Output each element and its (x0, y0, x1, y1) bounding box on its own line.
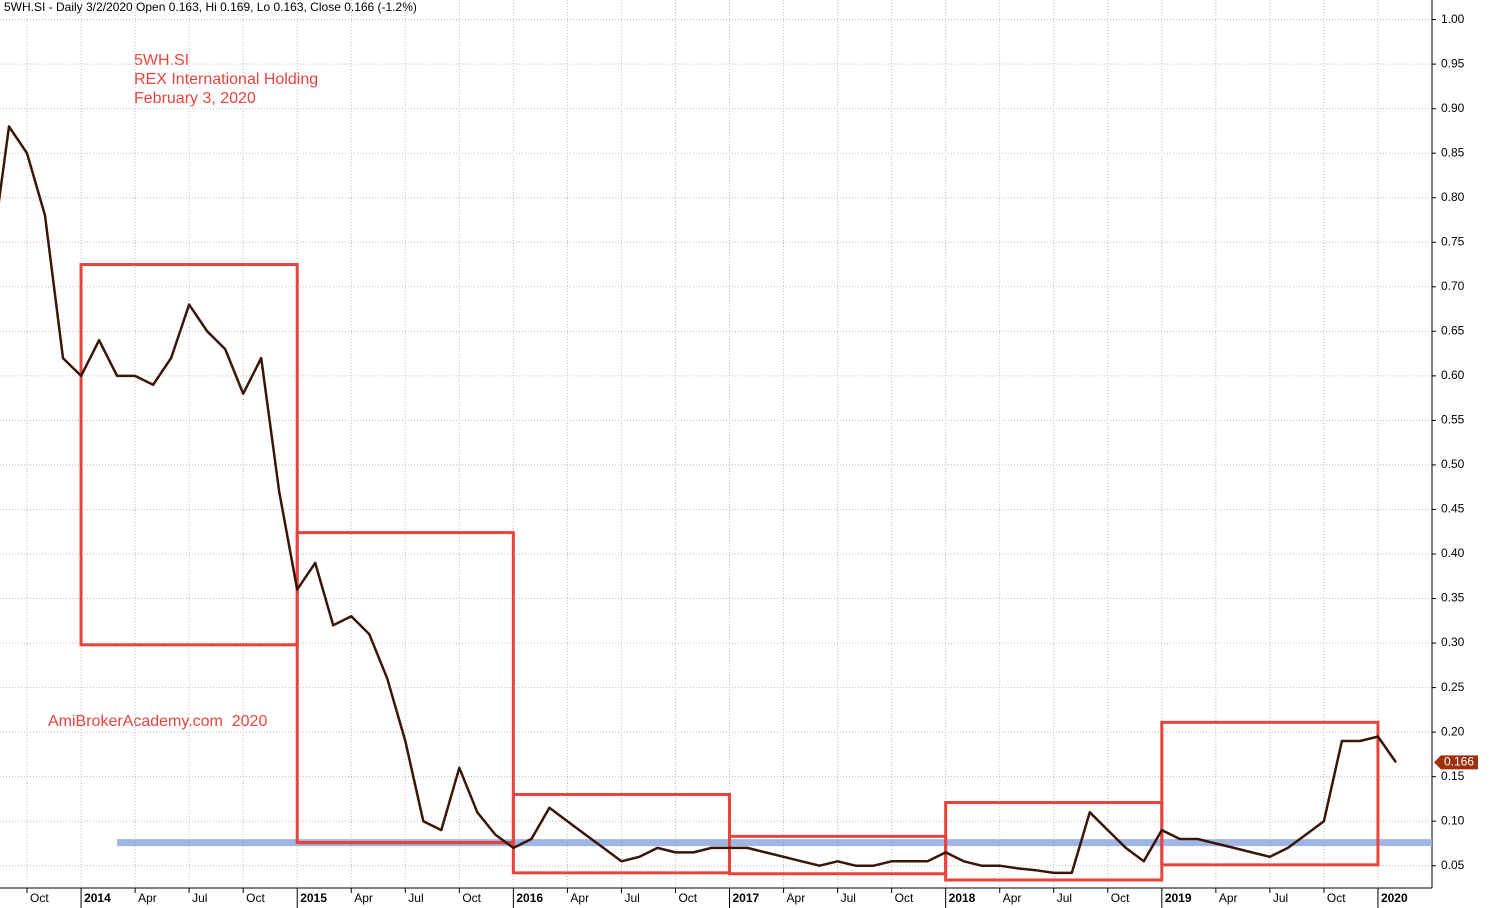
y-tick-label: 0.95 (1441, 56, 1465, 70)
x-tick-label: Jul (408, 891, 423, 905)
y-tick-label: 0.75 (1441, 234, 1465, 248)
x-tick-label: 2020 (1381, 891, 1408, 905)
x-tick-label: 2017 (733, 891, 760, 905)
range-box (295, 531, 515, 845)
last-price-tag (1434, 755, 1478, 770)
range-box (1160, 720, 1380, 867)
x-tick-label: 2015 (300, 891, 327, 905)
x-tick-label: Oct (895, 891, 914, 905)
range-box (511, 792, 732, 875)
y-tick-label: 0.35 (1441, 591, 1465, 605)
x-tick-label: Jul (841, 891, 856, 905)
y-tick-label: 1.00 (1441, 12, 1465, 26)
x-tick-label: Apr (787, 891, 806, 905)
x-tick-label: Jul (1273, 891, 1288, 905)
annotation: 5WH.SI (134, 52, 189, 69)
annotation: REX International Holding (134, 71, 318, 88)
x-tick-label: Apr (570, 891, 589, 905)
y-tick-label: 0.55 (1441, 413, 1465, 427)
x-tick-label: Jul (192, 891, 207, 905)
y-tick-label: 0.50 (1441, 457, 1465, 471)
y-tick-label: 0.30 (1441, 635, 1465, 649)
y-tick-label: 0.40 (1441, 546, 1465, 560)
y-tick-label: 0.85 (1441, 145, 1465, 159)
price-line (0, 125, 1398, 875)
x-tick-label: Oct (462, 891, 481, 905)
y-tick-label: 0.70 (1441, 279, 1465, 293)
y-tick-label: 0.90 (1441, 101, 1465, 115)
x-tick-label: 2016 (516, 891, 543, 905)
watermark: AmiBrokerAcademy.com 2020 (48, 713, 267, 730)
x-tick-label: Oct (1111, 891, 1130, 905)
x-tick-label: 2019 (1165, 891, 1192, 905)
chart-header: 5WH.SI - Daily 3/2/2020 Open 0.163, Hi 0… (4, 0, 417, 14)
x-tick-label: Apr (138, 891, 157, 905)
last-price-label: 0.166 (1444, 755, 1474, 769)
y-tick-label: 0.10 (1441, 813, 1465, 827)
y-tick-label: 0.05 (1441, 858, 1465, 872)
range-box (79, 263, 299, 647)
annotation: February 3, 2020 (134, 90, 256, 107)
y-tick-label: 0.45 (1441, 502, 1465, 516)
x-tick-label: Jul (1057, 891, 1072, 905)
x-tick-label: Oct (246, 891, 265, 905)
y-tick-label: 0.15 (1441, 769, 1465, 783)
x-tick-label: Apr (1003, 891, 1022, 905)
x-tick-label: Oct (678, 891, 697, 905)
y-tick-label: 0.25 (1441, 680, 1465, 694)
y-tick-label: 0.80 (1441, 190, 1465, 204)
x-tick-label: Apr (354, 891, 373, 905)
x-tick-label: Apr (1219, 891, 1238, 905)
y-tick-label: 0.20 (1441, 724, 1465, 738)
x-tick-label: 2018 (949, 891, 976, 905)
y-tick-label: 0.60 (1441, 368, 1465, 382)
x-tick-label: Jul (624, 891, 639, 905)
x-tick-label: 2014 (84, 891, 111, 905)
x-tick-label: Oct (30, 891, 49, 905)
x-tick-label: Oct (1327, 891, 1346, 905)
y-tick-label: 0.65 (1441, 324, 1465, 338)
